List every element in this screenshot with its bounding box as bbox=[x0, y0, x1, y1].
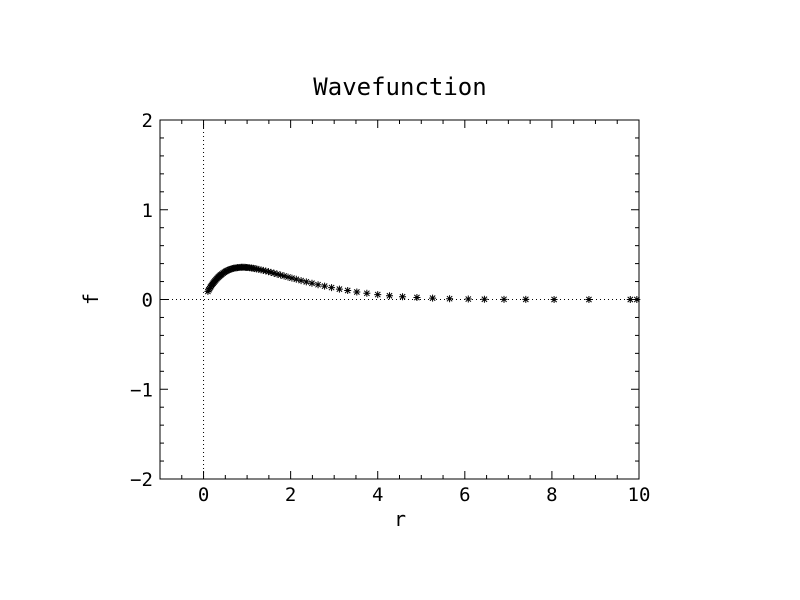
x-tick-label: 4 bbox=[372, 484, 383, 506]
data-point bbox=[321, 282, 329, 290]
axis-ticks bbox=[159, 119, 640, 480]
data-point bbox=[413, 294, 421, 302]
data-point bbox=[292, 275, 300, 283]
data-point bbox=[280, 272, 288, 280]
data-point bbox=[224, 266, 232, 274]
chart-title: Wavefunction bbox=[313, 73, 486, 101]
data-point bbox=[446, 295, 454, 303]
data-point bbox=[264, 268, 272, 276]
y-tick-label: 2 bbox=[142, 110, 153, 132]
data-point bbox=[273, 270, 281, 278]
y-tick-label: 0 bbox=[142, 290, 153, 312]
data-point bbox=[500, 295, 508, 303]
data-point bbox=[277, 271, 285, 279]
data-point bbox=[308, 279, 316, 287]
data-point bbox=[374, 291, 382, 299]
y-axis-label: f bbox=[79, 293, 103, 305]
data-point bbox=[314, 281, 322, 289]
x-tick-label: 6 bbox=[459, 484, 470, 506]
data-point bbox=[344, 287, 352, 295]
x-tick-label: 10 bbox=[628, 484, 651, 506]
y-tick-label: −2 bbox=[130, 469, 153, 491]
tick-labels: 0 2 4 6 8 10 −2 −1 0 1 2 bbox=[130, 110, 650, 506]
x-tick-label: 8 bbox=[546, 484, 557, 506]
data-point bbox=[302, 278, 310, 286]
data-point bbox=[585, 296, 593, 303]
data-point bbox=[335, 285, 343, 293]
x-tick-label: 0 bbox=[198, 484, 209, 506]
data-point bbox=[267, 268, 275, 276]
data-point bbox=[480, 295, 488, 303]
data-point bbox=[257, 266, 265, 274]
data-point bbox=[522, 295, 530, 303]
data-point bbox=[550, 296, 558, 303]
data-point bbox=[363, 289, 371, 297]
x-tick-label: 2 bbox=[285, 484, 296, 506]
data-point bbox=[633, 296, 641, 303]
data-point bbox=[399, 293, 407, 301]
data-point bbox=[429, 294, 437, 302]
y-tick-label: −1 bbox=[130, 379, 153, 401]
data-point bbox=[262, 267, 270, 275]
data-point bbox=[288, 274, 296, 282]
data-point bbox=[284, 273, 292, 281]
data-point bbox=[259, 266, 267, 274]
data-point bbox=[328, 284, 336, 292]
data-point bbox=[270, 269, 278, 277]
y-tick-label: 1 bbox=[142, 200, 153, 222]
data-point bbox=[353, 288, 361, 296]
data-point bbox=[626, 296, 634, 303]
data-point bbox=[464, 295, 472, 303]
data-points bbox=[204, 263, 641, 303]
data-point bbox=[385, 292, 393, 300]
data-point bbox=[297, 277, 305, 285]
x-axis-label: r bbox=[394, 507, 406, 531]
plot-frame bbox=[159, 119, 640, 480]
